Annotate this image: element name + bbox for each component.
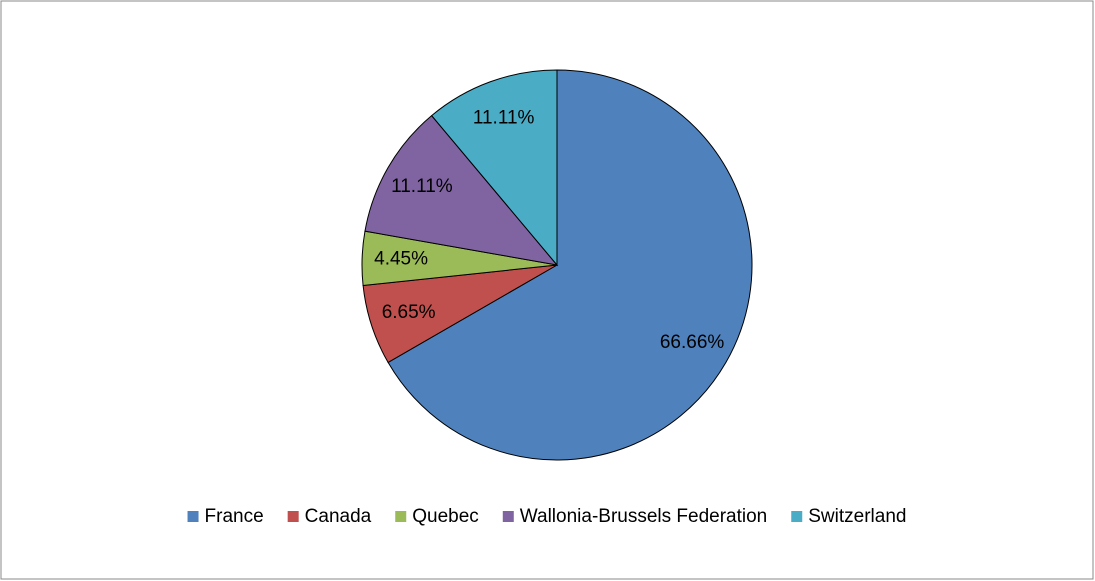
legend-swatch (187, 511, 199, 522)
data-label: 66.66% (660, 332, 725, 353)
pie-slice (387, 69, 753, 461)
data-label: 6.65% (382, 302, 436, 323)
legend-label: Quebec (412, 506, 479, 527)
pie-slice (364, 114, 559, 266)
legend-swatch (395, 511, 407, 522)
data-label: 11.11% (391, 176, 453, 197)
legend-swatch (287, 511, 299, 522)
legend-label: Switzerland (808, 506, 906, 527)
data-label: 4.45% (374, 249, 428, 270)
legend-swatch (502, 511, 514, 522)
legend-label: Wallonia-Brussels Federation (520, 506, 767, 527)
legend-label: France (205, 506, 264, 527)
legend-swatch (791, 511, 803, 522)
legend-label: Canada (305, 506, 372, 527)
pie-slice (430, 69, 558, 267)
data-label: 11.11% (473, 107, 535, 128)
